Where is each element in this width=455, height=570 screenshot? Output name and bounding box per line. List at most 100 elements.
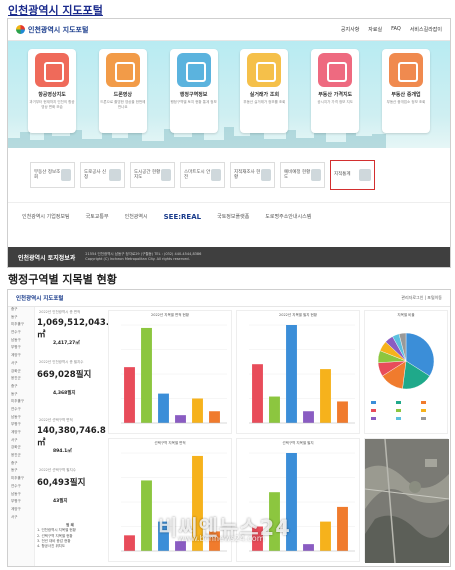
bar[interactable]	[252, 364, 263, 423]
bar[interactable]	[158, 521, 169, 551]
partner-logo[interactable]: 국토정보플랫폼	[217, 214, 250, 220]
pie-slice[interactable]	[398, 332, 407, 362]
portal-logo[interactable]: 인천광역시 지도포털	[16, 25, 88, 35]
district-item[interactable]: 부평구	[11, 499, 21, 504]
partner-logo[interactable]: 도로명주소안내시스템	[265, 214, 312, 220]
nav-faq[interactable]: FAQ	[391, 26, 401, 32]
district-item[interactable]: 남동구	[11, 491, 21, 496]
partner-logo[interactable]: 인천광역시	[124, 214, 148, 220]
district-item[interactable]: 부평구	[11, 345, 21, 350]
district-item[interactable]: 남동구	[11, 414, 21, 419]
legend-line: 1. 인천광역시 지목별 현황	[37, 528, 76, 533]
nav-notice[interactable]: 공지사항	[340, 27, 360, 33]
bar[interactable]	[252, 526, 263, 552]
district-item[interactable]: 미추홀구	[11, 476, 24, 481]
quick-tile[interactable]: 지적재조사 현황	[230, 162, 275, 188]
bar[interactable]	[124, 367, 135, 423]
service-card-title: 항공영상지도	[38, 92, 66, 98]
service-card-desc: 과거부터 현재까지 인천의 항공영상 변화 모습	[29, 100, 75, 109]
quick-tile[interactable]: 부동산 정보조회	[30, 162, 75, 188]
bar[interactable]	[337, 401, 348, 423]
service-icon	[105, 53, 140, 87]
partner-logo[interactable]: SEE:REAL	[163, 212, 202, 221]
district-item[interactable]: 서구	[11, 360, 18, 365]
aerial-photo[interactable]	[364, 438, 450, 564]
tile-icon	[60, 169, 71, 181]
district-item[interactable]: 동구	[11, 314, 18, 319]
district-item[interactable]: 옹진군	[11, 376, 21, 381]
bar[interactable]	[175, 541, 186, 551]
bar[interactable]	[124, 535, 135, 551]
district-item[interactable]: 미추홀구	[11, 322, 24, 327]
quick-tile-label: 지적통계	[334, 172, 351, 178]
district-item[interactable]: 연수구	[11, 406, 21, 411]
bar[interactable]	[269, 492, 280, 551]
partner-logo[interactable]: 국토교통부	[85, 214, 109, 220]
service-card[interactable]: 부동산 가격지도 공시지가 가격 정보 지도	[311, 49, 360, 133]
district-item[interactable]: 중구	[11, 460, 18, 465]
tile-icon	[359, 169, 371, 181]
quick-tile-label: 도로공사 신청	[84, 169, 107, 180]
district-item[interactable]: 계양구	[11, 353, 21, 358]
service-card-desc: 행정구역별 토지 현황 통계 정보	[170, 100, 217, 104]
service-card-title: 행정구역정보	[179, 92, 208, 98]
bar[interactable]	[286, 453, 297, 551]
district-item[interactable]: 옹진군	[11, 453, 21, 458]
bar[interactable]	[209, 531, 220, 551]
district-item[interactable]: 중구	[11, 383, 18, 388]
bar[interactable]	[175, 415, 186, 423]
legend-swatch	[396, 409, 401, 412]
bar[interactable]	[337, 506, 348, 551]
bar[interactable]	[192, 398, 203, 424]
quick-tile[interactable]: 지적통계	[330, 160, 375, 190]
quick-tile-label: 지적재조사 현황	[234, 169, 261, 180]
district-item[interactable]: 서구	[11, 437, 18, 442]
incheon-logo-icon	[16, 25, 25, 34]
service-card[interactable]: 드론영상 드론으로 촬영한 영상을 한번에 만나요	[98, 49, 147, 133]
chart-panel-3: 선택구역 지목별 면적	[108, 438, 232, 562]
bar[interactable]	[320, 369, 331, 423]
district-item[interactable]: 강화군	[11, 445, 21, 450]
district-item[interactable]: 연수구	[11, 483, 21, 488]
district-item[interactable]: 강화군	[11, 368, 21, 373]
bar[interactable]	[192, 455, 203, 551]
service-icon	[247, 53, 282, 87]
bar[interactable]	[286, 325, 297, 423]
district-item[interactable]: 동구	[11, 391, 18, 396]
quick-tile[interactable]: 스마트도시 안전	[180, 162, 225, 188]
bar[interactable]	[269, 396, 280, 423]
quick-tile[interactable]: 도시공간 현황지도	[130, 162, 175, 188]
nav-guide[interactable]: 서비스길라잡이	[409, 27, 442, 33]
dashboard-title[interactable]: 인천광역시 지도포털	[16, 296, 64, 302]
district-item[interactable]: 남동구	[11, 337, 21, 342]
dashboard-links[interactable]: 관리자로그인 | 포털이동	[401, 295, 442, 300]
aerial-map-icon	[364, 438, 450, 564]
bar[interactable]	[158, 393, 169, 423]
service-card[interactable]: 실거래가 조회 부동산 실거래가 정보를 조회	[240, 49, 289, 133]
bar[interactable]	[141, 480, 152, 551]
district-item[interactable]: 연수구	[11, 330, 21, 335]
nav-archive[interactable]: 자료실	[368, 27, 383, 33]
chart-title: 2022년 지목별 필지 현황	[278, 313, 317, 317]
bar[interactable]	[303, 544, 314, 551]
district-item[interactable]: 중구	[11, 307, 18, 311]
district-item[interactable]: 계양구	[11, 430, 21, 434]
district-item[interactable]: 서구	[11, 514, 18, 519]
quick-tile[interactable]: 예비예정 현황도	[280, 162, 325, 188]
quick-tile[interactable]: 도로공사 신청	[80, 162, 125, 188]
district-item[interactable]: 부평구	[11, 422, 21, 427]
bar[interactable]	[320, 521, 331, 551]
district-item[interactable]: 동구	[11, 468, 18, 473]
bar[interactable]	[303, 411, 314, 423]
district-item[interactable]: 미추홀구	[11, 399, 24, 404]
bar[interactable]	[209, 411, 220, 423]
chart-panel-pie: 지목별 비율	[364, 310, 448, 434]
quick-tile-label: 도시공간 현황지도	[134, 169, 161, 180]
service-card[interactable]: 부동산 중개업 부동산 중개업소 정보 조회	[381, 49, 430, 133]
bar[interactable]	[141, 327, 152, 423]
partner-logo[interactable]: 인천광역시 기업정보팀	[22, 214, 70, 220]
district-item[interactable]: 계양구	[11, 506, 21, 511]
